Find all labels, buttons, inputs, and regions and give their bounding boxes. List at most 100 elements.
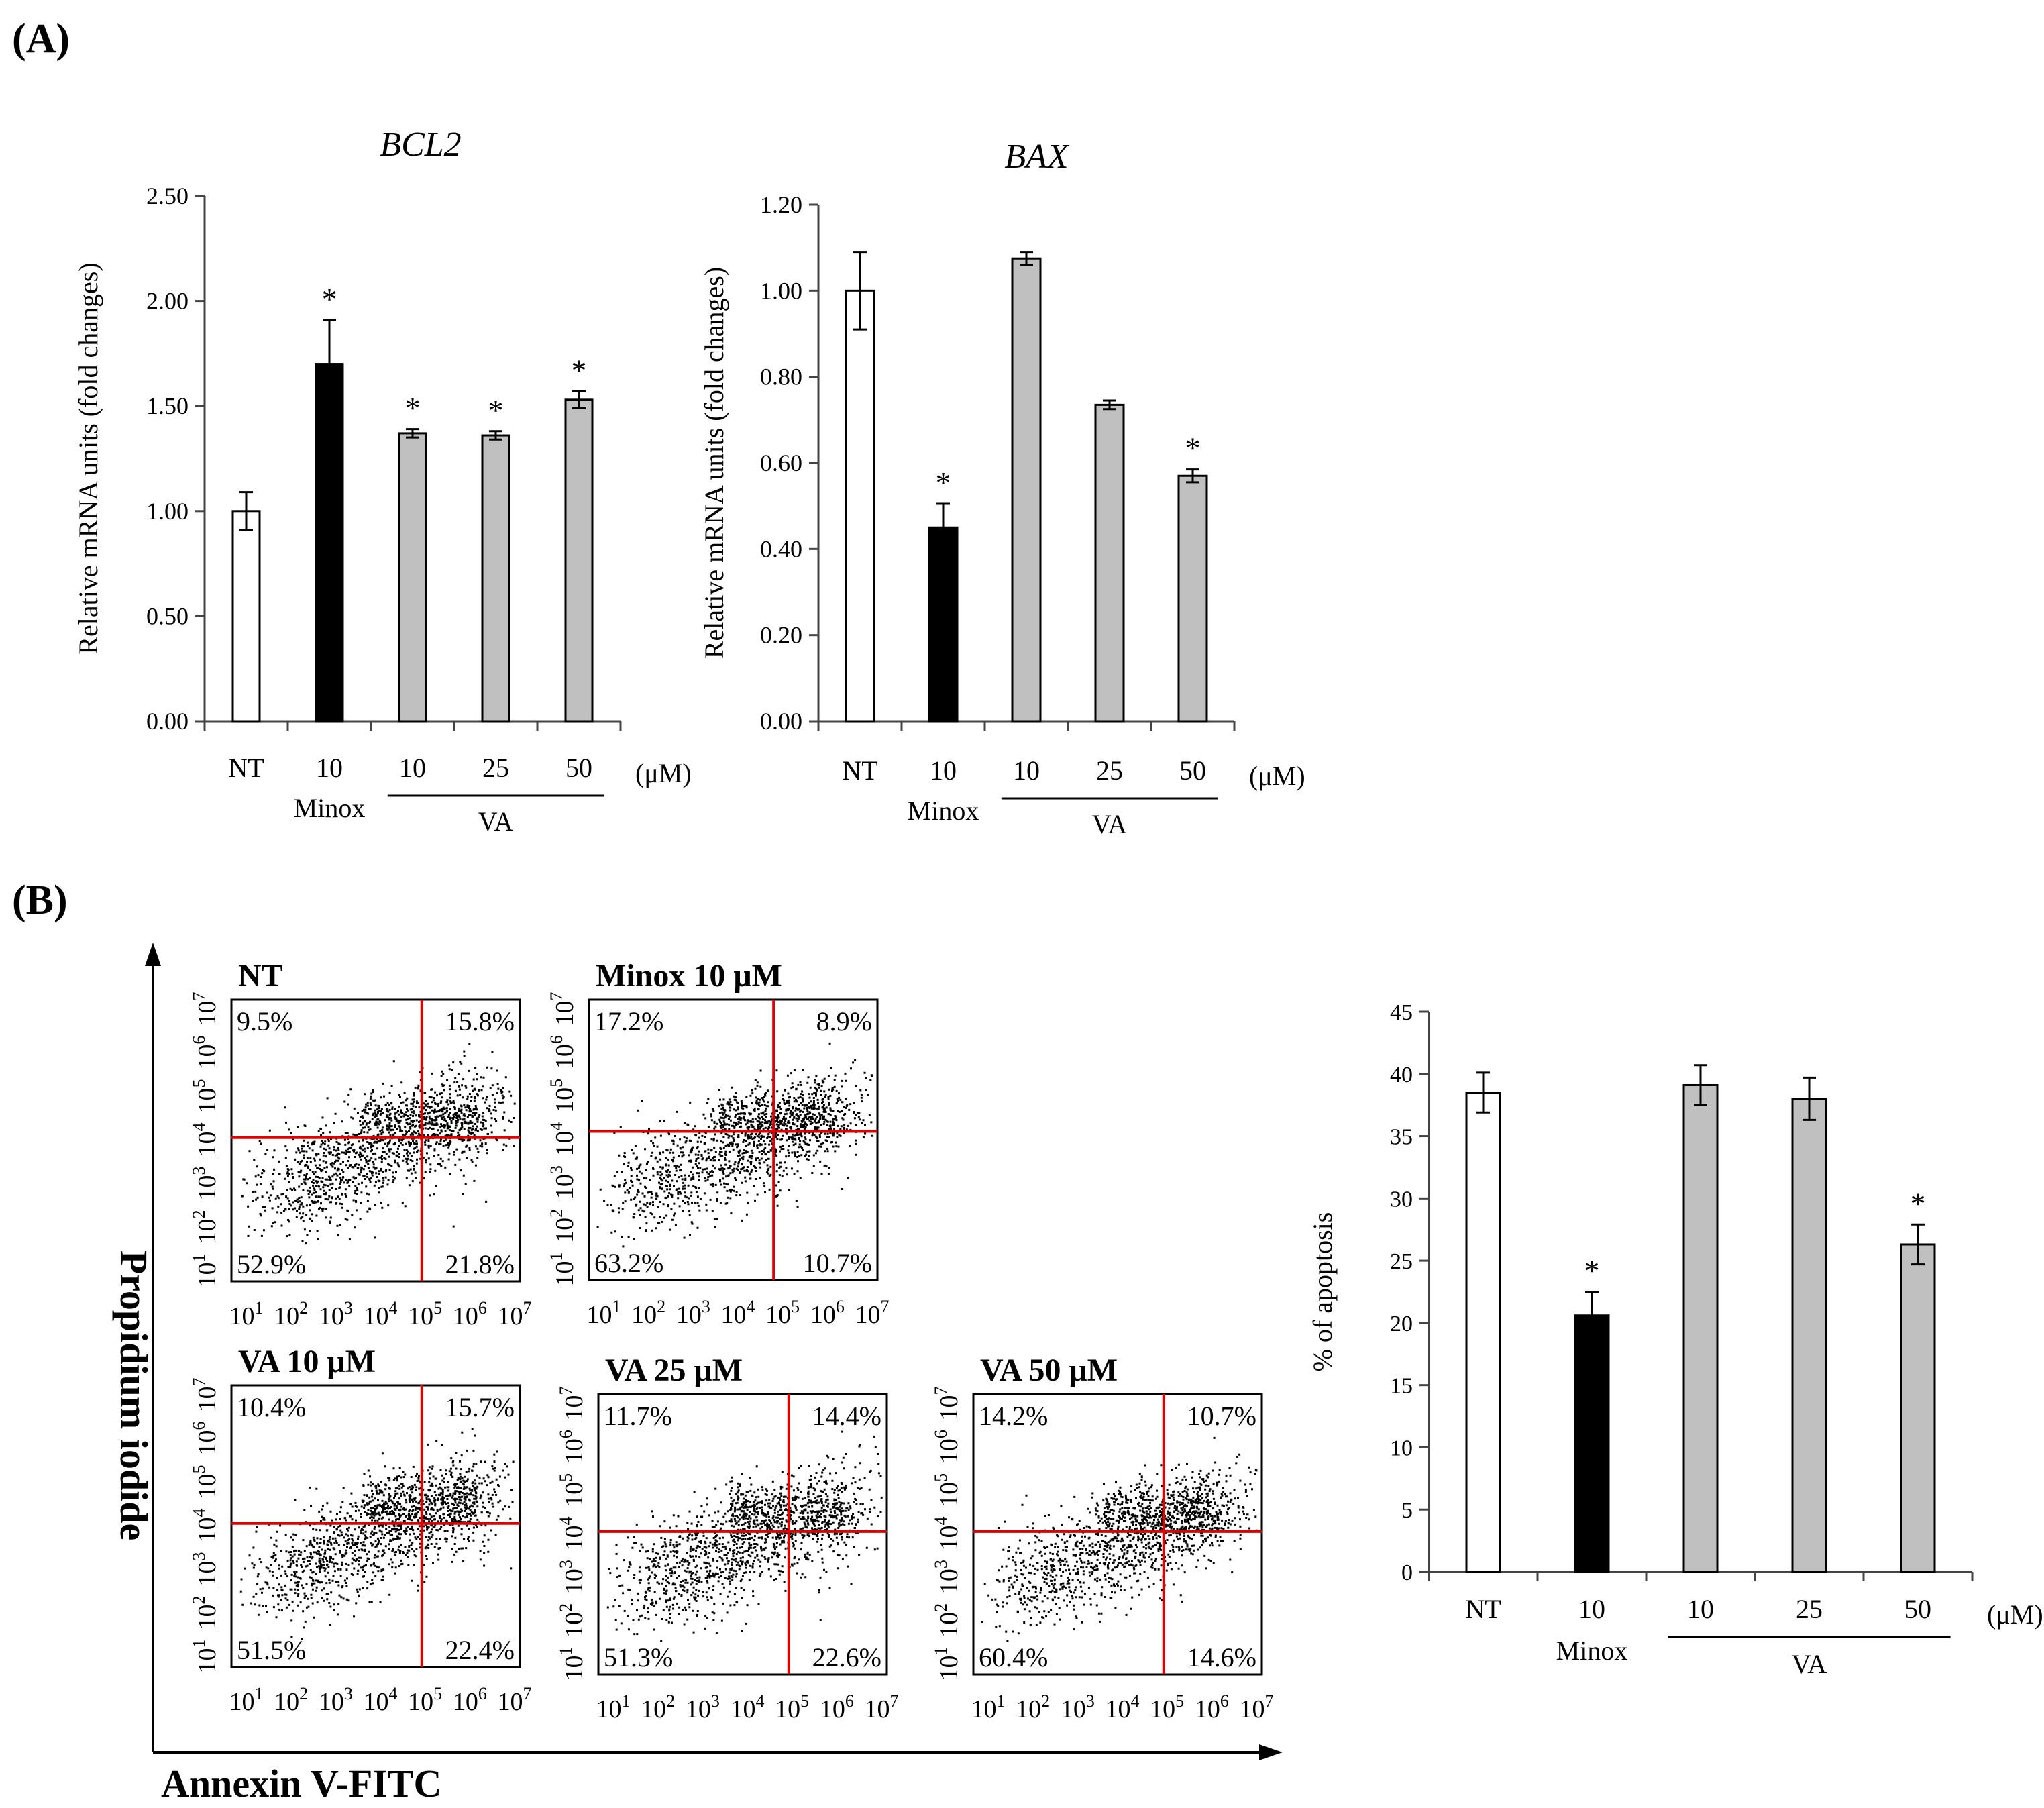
x-tick-base: 10 [676, 1301, 702, 1329]
y-tick-exponent: 2 [189, 1210, 209, 1219]
bar-4 [1900, 1243, 1936, 1573]
x-tick-base: 10 [319, 1302, 344, 1330]
x-tick-exponent: 3 [344, 1684, 353, 1703]
y-tick-label: 0.40 [760, 535, 802, 562]
y-tick-exponent: 6 [556, 1430, 576, 1438]
chart-title: BCL2 [380, 125, 461, 164]
y-tick-label: 101 [931, 1647, 963, 1681]
y-tick-exponent: 5 [547, 1079, 566, 1087]
y-axis-label: Relative mRNA units (fold changes) [699, 267, 729, 659]
y-tick-base: 10 [560, 1656, 588, 1681]
group-label-va: VA [1792, 1649, 1827, 1679]
y-tick-base: 10 [193, 1088, 221, 1114]
y-tick-label: 25 [1390, 1249, 1413, 1274]
bar-0 [231, 510, 261, 723]
y-tick-label: 1.00 [146, 498, 189, 525]
bar-3 [481, 434, 510, 723]
flow-dots [981, 1436, 1258, 1642]
y-tick-exponent: 1 [556, 1647, 576, 1656]
y-axis-label: Relative mRNA units (fold changes) [73, 262, 103, 654]
quadrant-ur: 8.9% [816, 1006, 872, 1036]
x-tick-exponent: 5 [433, 1684, 442, 1703]
x-tick-label: 104 [364, 1684, 398, 1716]
x-tick-exponent: 1 [612, 1297, 621, 1316]
significance-marker-1: * [1584, 1254, 1600, 1288]
x-category-label-4: 50 [1179, 755, 1206, 786]
y-tick-label: 103 [931, 1560, 963, 1594]
y-tick-base: 10 [935, 1395, 963, 1421]
quadrant-ul: 14.2% [979, 1401, 1048, 1431]
y-tick-label: 103 [189, 1552, 221, 1587]
y-tick-exponent: 4 [556, 1517, 576, 1526]
x-tick-base: 10 [1150, 1695, 1175, 1723]
x-tick-exponent: 3 [711, 1691, 720, 1711]
y-tick-label: 101 [189, 1640, 221, 1674]
significance-marker-4: * [1185, 431, 1201, 466]
x-tick-exponent: 5 [800, 1691, 809, 1711]
x-tick-exponent: 3 [344, 1298, 353, 1318]
quadrant-lr: 22.6% [812, 1642, 881, 1672]
y-tick-exponent: 7 [189, 992, 209, 1001]
y-tick-label: 40 [1390, 1063, 1413, 1087]
y-tick-label: 107 [931, 1387, 963, 1421]
x-tick-label: 106 [810, 1297, 845, 1329]
x-tick-exponent: 7 [523, 1684, 532, 1703]
x-tick-exponent: 1 [622, 1691, 631, 1711]
x-axis-arrow-head [1259, 1744, 1283, 1760]
quadrant-ul: 17.2% [594, 1006, 663, 1036]
x-tick-exponent: 4 [389, 1684, 398, 1703]
x-tick-label: 104 [721, 1297, 755, 1329]
x-tick-base: 10 [1016, 1695, 1041, 1723]
y-tick-exponent: 5 [556, 1473, 576, 1482]
flow-dot-cloud [596, 1042, 873, 1248]
y-tick-exponent: 2 [931, 1603, 951, 1612]
flow-dots [596, 1042, 873, 1248]
x-tick-exponent: 4 [747, 1297, 755, 1316]
y-tick-base: 10 [560, 1526, 588, 1551]
y-tick-label: 20 [1390, 1312, 1413, 1336]
x-tick-exponent: 7 [1265, 1691, 1274, 1711]
y-tick-exponent: 1 [547, 1253, 566, 1261]
x-tick-label: 106 [453, 1684, 487, 1716]
y-tick-base: 10 [193, 1430, 221, 1456]
y-tick-base: 10 [551, 1174, 579, 1200]
x-tick-label: 106 [820, 1691, 854, 1723]
x-tick-base: 10 [229, 1302, 255, 1330]
flow-plot-frame [597, 1393, 888, 1676]
y-tick-label: 105 [931, 1473, 963, 1507]
x-tick-base: 10 [274, 1688, 299, 1716]
x-tick-exponent: 2 [299, 1684, 308, 1703]
x-tick-exponent: 7 [890, 1691, 899, 1711]
y-tick-exponent: 4 [189, 1509, 209, 1518]
x-category-label-1: 10 [930, 755, 957, 786]
x-tick-exponent: 6 [478, 1298, 487, 1318]
x-tick-base: 10 [1195, 1695, 1220, 1723]
x-tick-label: 101 [587, 1297, 621, 1329]
y-tick-base: 10 [551, 1044, 579, 1069]
x-tick-label: 107 [498, 1684, 532, 1716]
x-tick-base: 10 [641, 1695, 666, 1723]
significance-marker-2: * [405, 391, 421, 425]
x-tick-exponent: 2 [666, 1691, 675, 1711]
y-tick-exponent: 7 [547, 992, 566, 1001]
x-tick-label: 102 [641, 1691, 675, 1723]
x-category-label-4: 50 [566, 753, 592, 783]
x-tick-label: 104 [364, 1298, 398, 1330]
y-tick-label: 102 [189, 1210, 221, 1244]
y-tick-exponent: 5 [931, 1473, 951, 1482]
quadrant-ul: 10.4% [237, 1392, 306, 1422]
y-tick-base: 10 [193, 1045, 221, 1070]
bar-2 [398, 432, 427, 723]
y-tick-label: 104 [547, 1122, 579, 1157]
x-tick-label: 102 [1016, 1691, 1050, 1723]
quadrant-ll: 60.4% [979, 1642, 1048, 1672]
quadrant-lr: 22.4% [445, 1635, 515, 1665]
y-tick-label: 104 [556, 1517, 588, 1551]
x-tick-base: 10 [319, 1688, 344, 1716]
significance-marker-1: * [936, 466, 951, 500]
y-tick-base: 10 [193, 1518, 221, 1543]
x-tick-base: 10 [453, 1688, 478, 1716]
y-tick-exponent: 1 [189, 1640, 209, 1648]
y-tick-exponent: 2 [547, 1209, 566, 1218]
unit-label: (μM) [635, 758, 692, 788]
